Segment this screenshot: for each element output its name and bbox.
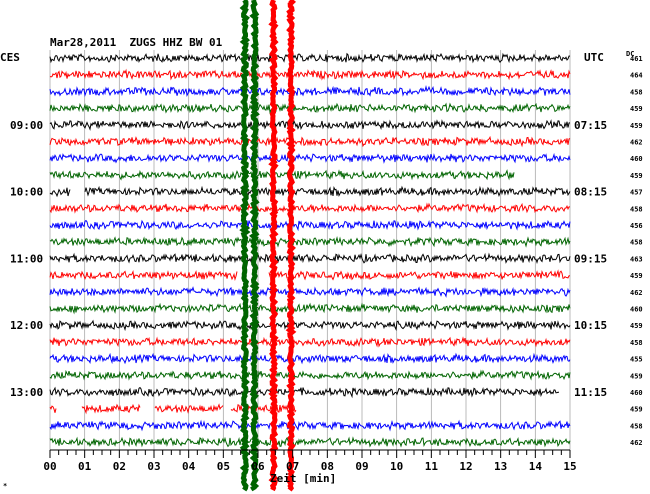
x-tick-label: 13 [494,460,507,473]
dc-value-label: 458 [630,205,643,213]
trace-lines [49,52,571,448]
row-labels: 09:00 10:00 11:00 12:00 13:00 07:15 08:15 09:15… [10,55,643,447]
dc-value-label: 458 [630,422,643,430]
left-hour-label: 09:00 [10,119,43,132]
dc-value-label: 458 [630,339,643,347]
trace-row [49,352,571,365]
right-hour-label: 07:15 [574,119,607,132]
x-tick-label: 09 [355,460,368,473]
trace-row [49,102,571,115]
dc-value-label: 462 [630,139,643,147]
dc-value-label: 459 [630,105,643,113]
trace-row [49,135,571,148]
trace-row [49,286,571,298]
plot-grid [49,50,571,450]
trace-row [49,419,571,432]
dc-value-label: 461 [630,55,643,63]
dc-value-label: 460 [630,306,643,314]
trace-row [49,152,571,165]
x-tick-label: 11 [425,460,439,473]
right-hour-label: 09:15 [574,252,607,265]
trace-row [49,386,559,399]
x-tick-label: 05 [217,460,230,473]
dc-value-label: 458 [630,88,643,96]
dc-value-label: 459 [630,122,643,130]
dc-value-label: 463 [630,255,643,263]
dc-value-label: 460 [630,155,643,163]
event-band [249,0,260,492]
dc-value-label: 459 [630,172,643,180]
event-band [239,0,251,492]
trace-row [49,202,570,214]
event-band [268,0,279,492]
x-tick-label: 00 [43,460,56,473]
trace-row [49,403,297,415]
dc-value-label: 462 [630,289,643,297]
trace-row [49,336,571,348]
corner-mark: * [3,482,7,490]
x-axis: 00 01 02 03 04 05 06 07 08 09 10 11 12 13 14 15 [43,449,577,473]
trace-row [49,235,571,248]
dc-value-label: 459 [630,406,643,414]
x-tick-label: 08 [321,460,334,473]
trace-row [49,319,571,332]
dc-value-label: 459 [630,322,643,330]
left-hour-label: 10:00 [10,186,43,199]
x-tick-label: 07 [286,460,299,473]
trace-row [49,369,571,381]
trace-row [49,302,571,315]
dc-value-label: 457 [630,189,643,197]
event-band [285,0,297,492]
x-tick-label: 14 [529,460,543,473]
trace-row [49,185,571,198]
x-tick-label: 10 [390,460,403,473]
trace-row [49,252,571,264]
dc-value-label: 458 [630,239,643,247]
right-timezone-label: UTC [584,51,604,64]
trace-row [49,269,571,281]
dc-value-label: 462 [630,439,643,447]
x-tick-label: 02 [113,460,126,473]
left-timezone-label: CES [0,51,20,64]
trace-row [49,219,571,232]
trace-row [49,68,571,81]
left-hour-label: 13:00 [10,386,43,399]
right-hour-label: 11:15 [574,386,607,399]
x-tick-label: 03 [147,460,160,473]
trace-row [49,85,571,98]
dc-value-label: 455 [630,356,643,364]
dc-value-label: 464 [630,72,643,80]
x-axis-label: Zeit [min] [270,472,336,485]
trace-row [49,52,571,64]
x-tick-label: 12 [459,460,472,473]
event-marks [239,0,297,492]
right-hour-label: 08:15 [574,186,607,199]
x-tick-label: 01 [78,460,92,473]
dc-value-label: 456 [630,222,643,230]
chart-title: Mar28,2011 ZUGS HHZ BW 01 [50,36,223,49]
x-tick-label: 04 [182,460,196,473]
trace-row [49,436,571,448]
x-tick-label: 15 [563,460,576,473]
trace-row [49,169,515,181]
dc-value-label: 460 [630,389,643,397]
dc-value-label: 459 [630,272,643,280]
left-hour-label: 11:00 [10,252,43,265]
dc-header-label: DC [626,50,634,58]
x-tick-label: 06 [251,460,265,473]
dc-value-label: 459 [630,372,643,380]
right-hour-label: 10:15 [574,319,607,332]
trace-row [49,119,571,131]
left-hour-label: 12:00 [10,319,43,332]
